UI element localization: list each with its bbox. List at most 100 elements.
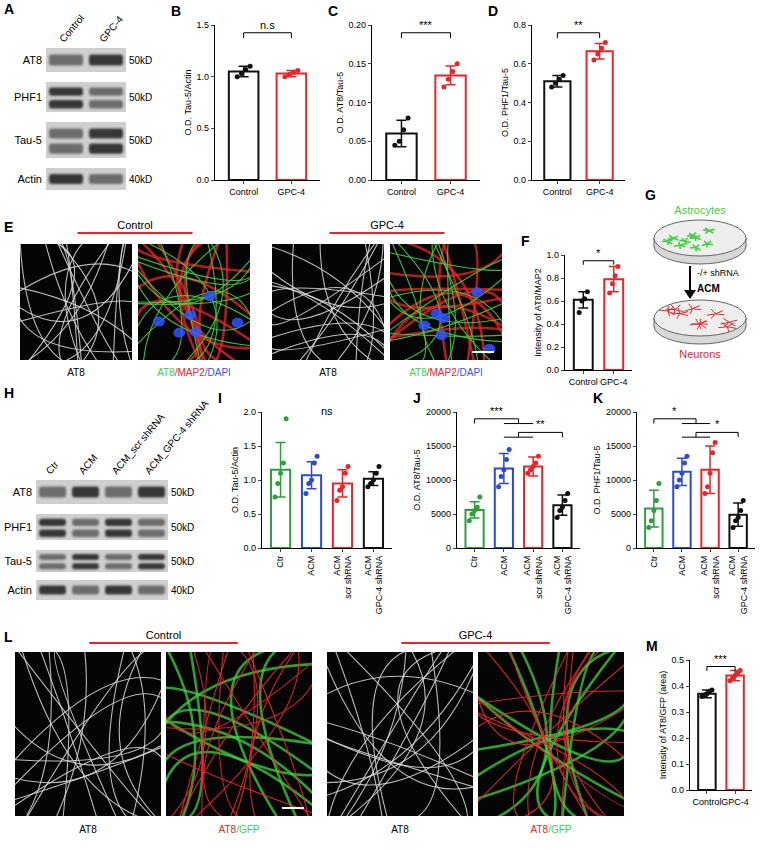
svg-text:0.15: 0.15	[348, 59, 366, 69]
svg-text:GPC-4: GPC-4	[97, 13, 125, 44]
svg-text:GPC-4: GPC-4	[721, 797, 749, 807]
svg-text:0.0: 0.0	[671, 785, 684, 795]
svg-text:Control: Control	[543, 187, 572, 197]
svg-text:Control: Control	[117, 219, 152, 231]
svg-text:10000: 10000	[426, 475, 451, 485]
svg-text:H: H	[4, 385, 14, 401]
svg-text:0.1: 0.1	[671, 759, 684, 769]
svg-text:0.00: 0.00	[348, 175, 366, 185]
svg-text:0.2: 0.2	[671, 733, 684, 743]
svg-text:Tau-5: Tau-5	[14, 134, 42, 146]
svg-text:0.6: 0.6	[513, 59, 526, 69]
svg-text:L: L	[4, 629, 13, 645]
svg-text:AT8: AT8	[79, 824, 97, 835]
svg-text:-/+ shRNA: -/+ shRNA	[697, 268, 739, 278]
svg-text:***: ***	[490, 405, 504, 417]
svg-text:50kD: 50kD	[171, 487, 194, 498]
svg-text:O.D. PHF1/Tau-5: O.D. PHF1/Tau-5	[592, 445, 602, 514]
svg-text:Intensity of AT8/GFP (area): Intensity of AT8/GFP (area)	[658, 671, 668, 780]
svg-text:O.D. Tau-5/Actin: O.D. Tau-5/Actin	[230, 447, 240, 513]
svg-text:Control: Control	[146, 629, 181, 641]
svg-text:5000: 5000	[431, 509, 451, 519]
svg-text:0: 0	[446, 543, 451, 553]
svg-text:0.20: 0.20	[348, 20, 366, 30]
svg-text:1.0: 1.0	[196, 72, 209, 82]
svg-text:2.0: 2.0	[243, 407, 256, 417]
svg-text:GPC-4: GPC-4	[278, 187, 306, 197]
svg-text:0.5: 0.5	[671, 655, 684, 665]
svg-text:AT8: AT8	[319, 367, 337, 378]
svg-text:AT8/GFP: AT8/GFP	[219, 824, 260, 835]
svg-text:AT8/GFP: AT8/GFP	[531, 824, 572, 835]
svg-text:Intensity of AT8/MAP2: Intensity of AT8/MAP2	[533, 268, 543, 356]
svg-text:0.2: 0.2	[513, 136, 526, 146]
svg-text:K: K	[593, 390, 603, 406]
svg-text:Control: Control	[569, 377, 598, 387]
svg-text:ACM: ACM	[499, 556, 509, 576]
svg-text:1.0: 1.0	[243, 475, 256, 485]
svg-text:F: F	[521, 233, 530, 249]
svg-text:20000: 20000	[606, 407, 631, 417]
svg-text:**: **	[536, 418, 545, 430]
svg-text:Control: Control	[387, 187, 416, 197]
svg-text:GPC-4: GPC-4	[459, 629, 493, 641]
svg-text:1.5: 1.5	[196, 20, 209, 30]
svg-text:50kD: 50kD	[129, 135, 152, 146]
svg-text:*: *	[596, 247, 601, 259]
svg-text:**: **	[574, 19, 583, 31]
svg-text:10000: 10000	[606, 475, 631, 485]
svg-text:20000: 20000	[426, 407, 451, 417]
svg-text:O.D. Tau-5/Actin: O.D. Tau-5/Actin	[183, 70, 193, 136]
svg-text:PHF1: PHF1	[4, 521, 32, 533]
svg-text:0.8: 0.8	[513, 20, 526, 30]
svg-text:ACMGPC-4 shRNA: ACMGPC-4 shRNA	[727, 556, 749, 615]
svg-text:40kD: 40kD	[129, 174, 152, 185]
svg-text:Actin: Actin	[8, 584, 32, 596]
svg-text:n.s: n.s	[260, 19, 275, 31]
svg-text:I: I	[218, 390, 222, 406]
svg-text:Ctr: Ctr	[44, 458, 61, 476]
svg-text:ACM: ACM	[697, 283, 720, 294]
svg-text:Actin: Actin	[18, 173, 42, 185]
svg-text:ACMGPC-4 shRNA: ACMGPC-4 shRNA	[552, 556, 574, 615]
svg-text:50kD: 50kD	[129, 55, 152, 66]
svg-text:0.05: 0.05	[348, 136, 366, 146]
svg-text:0.4: 0.4	[513, 98, 526, 108]
svg-text:ACMGPC-4 shRNA: ACMGPC-4 shRNA	[363, 556, 385, 615]
svg-text:0.8: 0.8	[546, 273, 559, 283]
svg-text:40kD: 40kD	[171, 585, 194, 596]
svg-text:0.3: 0.3	[671, 707, 684, 717]
svg-text:0.10: 0.10	[348, 98, 366, 108]
svg-text:ACM_GPC-4 shRNA: ACM_GPC-4 shRNA	[143, 398, 211, 476]
svg-text:Ctr: Ctr	[275, 556, 285, 568]
svg-text:0.6: 0.6	[546, 296, 559, 306]
svg-text:GPC-4: GPC-4	[370, 219, 404, 231]
svg-text:50kD: 50kD	[129, 92, 152, 103]
svg-text:Neurons: Neurons	[679, 348, 721, 360]
svg-text:0.0: 0.0	[196, 175, 209, 185]
svg-text:GPC-4: GPC-4	[600, 377, 628, 387]
svg-text:5000: 5000	[611, 509, 631, 519]
svg-text:Control: Control	[229, 187, 258, 197]
svg-text:ACMscr shRNA: ACMscr shRNA	[699, 556, 721, 599]
svg-text:ACM: ACM	[306, 556, 316, 576]
svg-text:M: M	[646, 638, 658, 654]
svg-text:AT8/MAP2/DAPI: AT8/MAP2/DAPI	[157, 367, 231, 378]
svg-text:AT8: AT8	[13, 486, 32, 498]
svg-text:***: ***	[419, 19, 433, 31]
svg-text:PHF1: PHF1	[14, 91, 42, 103]
svg-text:E: E	[4, 219, 13, 235]
svg-text:1.0: 1.0	[546, 250, 559, 260]
svg-text:C: C	[328, 3, 338, 19]
svg-text:0: 0	[626, 543, 631, 553]
svg-text:D: D	[488, 3, 498, 19]
svg-text:***: ***	[714, 653, 728, 665]
svg-text:0.5: 0.5	[243, 509, 256, 519]
svg-text:Control: Control	[692, 797, 721, 807]
svg-text:G: G	[645, 187, 656, 203]
svg-text:B: B	[171, 3, 181, 19]
svg-text:AT8: AT8	[391, 824, 409, 835]
svg-text:Control: Control	[57, 13, 86, 45]
svg-text:ACMscr shRNA: ACMscr shRNA	[522, 556, 544, 599]
svg-text:50kD: 50kD	[171, 522, 194, 533]
